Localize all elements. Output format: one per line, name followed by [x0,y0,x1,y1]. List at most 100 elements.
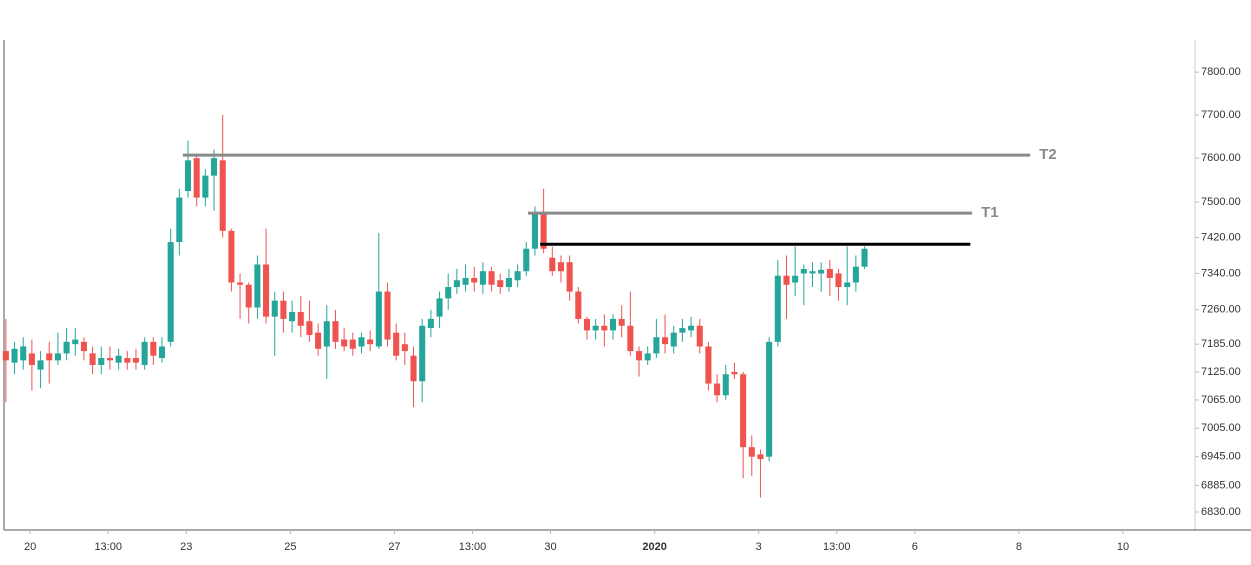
candle-body [20,346,27,361]
candle-body [583,318,591,331]
candle-body [46,353,53,361]
x-tick-label: 6 [912,541,918,553]
y-tick-label: 7185.00 [1201,338,1241,350]
candle-body [757,454,764,460]
candle-body [462,277,469,285]
candle-body [453,280,460,288]
candle-body [748,447,755,457]
candle-body [679,328,686,333]
y-tick-label: 7260.00 [1201,304,1241,316]
y-tick-label: 7700.00 [1201,109,1241,121]
candle-body [358,337,365,347]
candle-body [228,230,235,283]
y-tick-label: 6945.00 [1201,451,1241,463]
candle-body [635,351,643,361]
candle-body [2,351,9,361]
candle-body [341,339,348,347]
candle-body [740,374,747,448]
candle-body [167,242,174,342]
candle-body [176,197,183,243]
candle-body [263,264,270,317]
candle-body [332,321,339,342]
candle-body [436,298,443,317]
candle-body [393,332,400,356]
x-tick-label: 13:00 [94,541,122,553]
candle-body [280,300,287,319]
candle-body [28,353,35,365]
candle-body [644,353,651,361]
y-tick-label: 7125.00 [1201,366,1241,378]
candle-body [861,248,868,267]
candle-body [705,346,712,384]
level-label: T2 [1039,146,1057,163]
candle-body [653,337,660,354]
candle-body [731,371,738,375]
x-tick-label: 25 [284,541,296,553]
candle-body [202,175,209,198]
level-label: T1 [981,204,999,221]
candle-body [531,213,538,249]
candle-body [306,321,313,335]
candle-body [37,360,44,370]
candle-body [193,158,200,198]
candle-body [514,271,521,281]
candle-body [367,339,374,345]
candle-body [800,268,807,274]
candle-body [809,271,816,274]
candle-body [592,325,599,331]
x-tick-label: 8 [1016,541,1022,553]
candle-body [410,355,417,382]
candle-body [237,282,244,285]
candle-body [696,325,703,347]
candle-body [601,325,608,331]
candle-body [271,300,278,317]
candle-body [852,266,859,283]
candle-body [132,358,140,363]
candle-body [427,318,434,329]
candle-body [72,339,79,345]
candle-body [141,341,148,365]
candle-body [766,341,773,457]
x-tick-label: 23 [180,541,192,553]
candle-body [844,282,851,288]
candle-body [80,341,87,352]
candle-body [523,248,530,272]
candle-body [540,213,547,249]
candle-body [557,262,565,272]
candle-body [384,291,391,340]
candle-body [210,158,218,176]
candle-body [670,332,677,347]
y-tick-label: 7500.00 [1201,196,1241,208]
candle-body [497,280,504,288]
candle-body [471,277,478,283]
candle-body [375,291,382,347]
candle-body [479,271,486,285]
candle-body [662,337,669,345]
x-tick-label: 27 [388,541,400,553]
candle-body [488,271,495,285]
candle-body [98,358,105,365]
candle-body [254,264,261,308]
candle-body [401,344,408,352]
candle-body [89,353,96,365]
x-tick-label: 30 [544,541,556,553]
candle-body [150,341,157,356]
y-tick-label: 7420.00 [1201,231,1241,243]
x-tick-label: 2020 [642,541,666,553]
candle-body [549,257,556,272]
y-tick-label: 6885.00 [1201,479,1241,491]
candle-body [297,312,304,326]
x-tick-label: 20 [24,541,36,553]
candle-body [609,318,617,331]
candle-body [818,269,825,274]
x-tick-label: 10 [1117,541,1129,553]
candle-body [774,275,781,342]
candle-body [419,325,426,382]
candle-body [184,160,192,192]
candle-body [783,275,790,285]
candle-body [245,284,252,308]
y-tick-label: 7005.00 [1201,422,1241,434]
candle-body [323,321,330,347]
